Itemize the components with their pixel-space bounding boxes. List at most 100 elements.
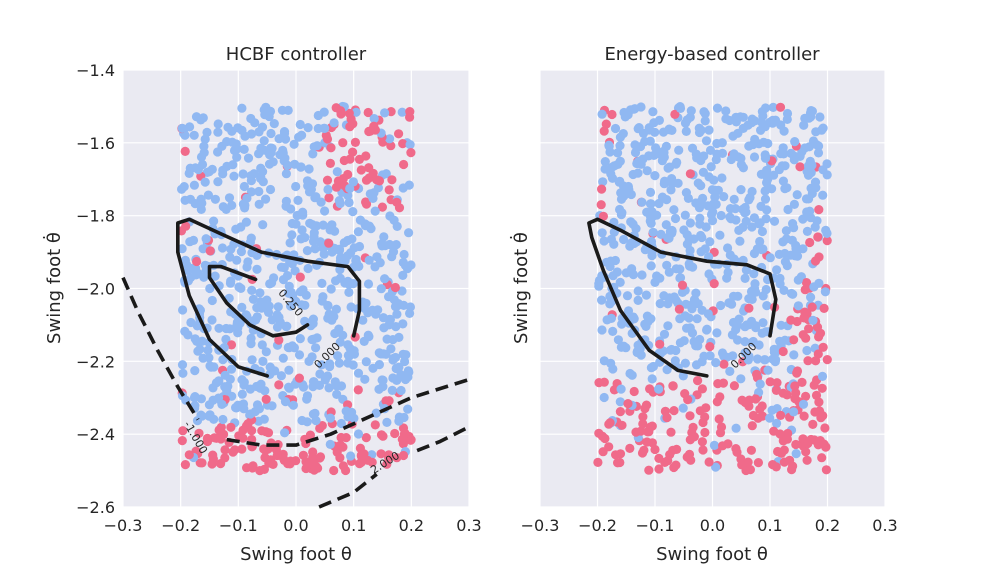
safe-point (304, 164, 314, 174)
safe-point (239, 144, 249, 154)
safe-point (312, 333, 322, 343)
safe-point (323, 371, 333, 381)
safe-point (663, 163, 673, 173)
safe-point (293, 195, 303, 205)
safe-point (400, 356, 410, 367)
safe-point (691, 149, 701, 159)
safe-point (648, 107, 658, 117)
safe-point (297, 300, 307, 310)
safe-point (716, 210, 726, 221)
unsafe-point (644, 465, 654, 475)
safe-point (226, 244, 236, 254)
unsafe-point (647, 421, 657, 431)
unsafe-point (202, 436, 213, 447)
safe-point (738, 123, 748, 133)
safe-point (695, 213, 705, 223)
safe-point (198, 244, 208, 254)
safe-point (760, 355, 770, 365)
safe-point (225, 252, 235, 262)
safe-point (645, 216, 655, 226)
safe-point (655, 299, 665, 309)
safe-point (324, 383, 334, 393)
safe-point (276, 262, 287, 272)
x-tick-label: 0.0 (700, 516, 725, 535)
safe-point (277, 105, 287, 115)
safe-point (287, 230, 297, 240)
safe-point (778, 143, 788, 153)
safe-point (196, 410, 206, 420)
unsafe-point (740, 397, 750, 408)
safe-point (334, 358, 344, 368)
safe-point (760, 194, 771, 204)
safe-point (678, 403, 688, 413)
unsafe-point (636, 426, 646, 436)
safe-point (790, 137, 800, 147)
safe-point (189, 393, 200, 403)
safe-point (213, 177, 223, 187)
safe-point (621, 268, 631, 278)
safe-point (199, 148, 209, 158)
safe-point (267, 143, 277, 153)
safe-point (620, 112, 630, 122)
safe-point (675, 338, 686, 348)
safe-point (682, 115, 692, 125)
unsafe-point (274, 380, 284, 390)
safe-point (696, 155, 706, 166)
safe-point (353, 368, 364, 378)
safe-point (658, 146, 668, 157)
safe-point (295, 119, 305, 130)
safe-point (641, 290, 652, 300)
safe-point (252, 264, 262, 274)
unsafe-point (208, 454, 218, 464)
safe-point (353, 429, 364, 439)
unsafe-point (226, 422, 236, 432)
safe-point (236, 247, 246, 257)
safe-point (808, 315, 818, 325)
safe-point (333, 351, 343, 361)
safe-point (246, 233, 256, 243)
safe-point (607, 162, 617, 172)
unsafe-point (747, 421, 757, 431)
safe-point (613, 335, 624, 345)
unsafe-point (623, 399, 633, 409)
safe-point (348, 360, 358, 370)
safe-point (319, 107, 329, 117)
unsafe-point (237, 444, 247, 454)
safe-point (594, 281, 604, 291)
unsafe-point (799, 411, 809, 421)
safe-point (788, 289, 798, 299)
unsafe-point (782, 390, 792, 400)
safe-point (218, 355, 228, 365)
safe-point (628, 270, 639, 280)
safe-point (662, 260, 672, 270)
safe-point (222, 161, 232, 171)
safe-point (618, 129, 628, 139)
safe-point (662, 365, 672, 375)
safe-point (257, 340, 267, 350)
unsafe-point (338, 138, 348, 148)
safe-point (780, 257, 791, 267)
safe-point (269, 119, 279, 129)
safe-point (374, 384, 384, 394)
hcbf-xlabel: Swing foot θ (240, 544, 352, 565)
unsafe-point (811, 356, 821, 366)
unsafe-point (822, 236, 832, 246)
safe-point (372, 252, 382, 262)
safe-point (313, 123, 323, 134)
unsafe-point (617, 420, 627, 430)
safe-point (727, 299, 737, 309)
safe-point (209, 216, 219, 226)
safe-point (644, 123, 654, 133)
safe-point (769, 216, 780, 226)
safe-point (599, 392, 609, 403)
safe-point (725, 204, 736, 214)
unsafe-point (779, 457, 790, 467)
unsafe-point (339, 155, 349, 166)
safe-point (667, 178, 678, 189)
safe-point (597, 325, 607, 335)
unsafe-point (294, 373, 304, 383)
safe-point (308, 382, 318, 392)
safe-point (791, 449, 801, 459)
contour-line-0-000 (587, 217, 778, 378)
safe-point (379, 349, 389, 359)
